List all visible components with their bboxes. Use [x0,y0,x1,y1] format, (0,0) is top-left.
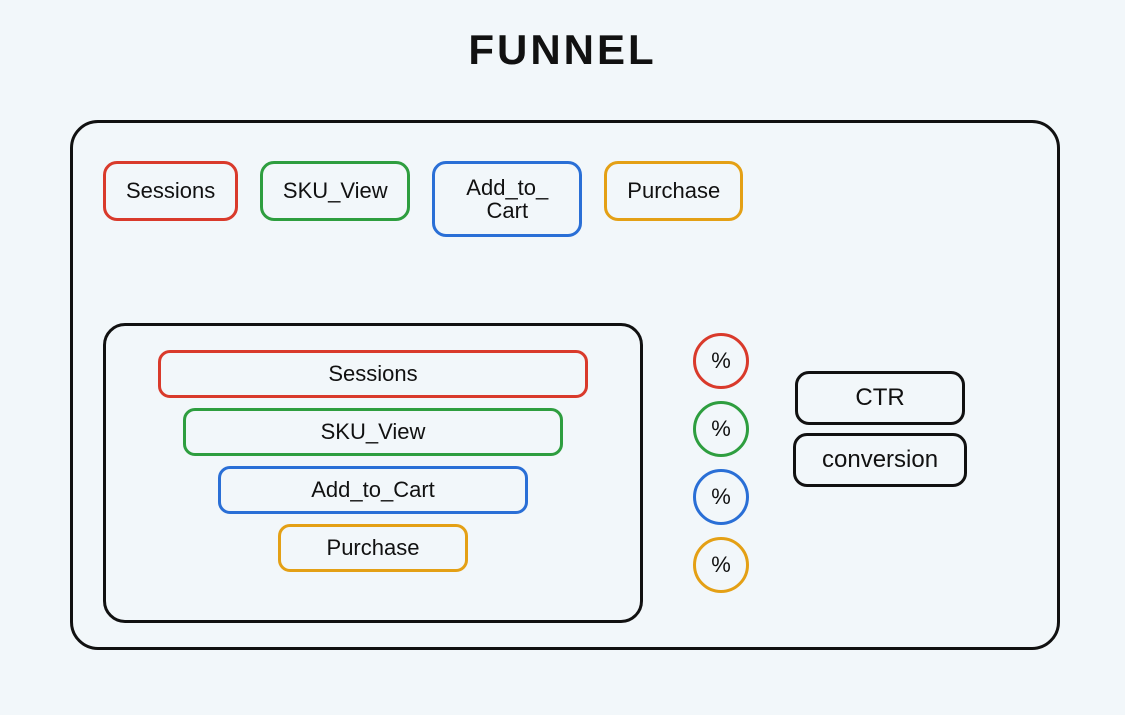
percent-circle-sessions: % [693,333,749,389]
stage-box-sessions: Sessions [103,161,238,221]
percent-circle-add-to-cart: % [693,469,749,525]
metric-box-ctr: CTR [795,371,965,425]
funnel-bar-sessions: Sessions [158,350,588,398]
funnel-outer-frame: Sessions SKU_View Add_to_ Cart Purchase … [70,120,1060,650]
diagram-title: FUNNEL [0,0,1125,74]
percent-circle-purchase: % [693,537,749,593]
stage-box-add-to-cart: Add_to_ Cart [432,161,582,237]
percent-column: % % % % [693,333,749,593]
funnel-bar-purchase: Purchase [278,524,468,572]
stage-row: Sessions SKU_View Add_to_ Cart Purchase [103,161,743,237]
stage-box-purchase: Purchase [604,161,743,221]
metric-column: CTR conversion [793,371,967,487]
funnel-bar-add-to-cart: Add_to_Cart [218,466,528,514]
funnel-stack: Sessions SKU_View Add_to_Cart Purchase [106,350,640,572]
funnel-bar-sku-view: SKU_View [183,408,563,456]
percent-circle-sku-view: % [693,401,749,457]
funnel-chart-frame: Sessions SKU_View Add_to_Cart Purchase [103,323,643,623]
metric-box-conversion: conversion [793,433,967,487]
stage-box-sku-view: SKU_View [260,161,410,221]
